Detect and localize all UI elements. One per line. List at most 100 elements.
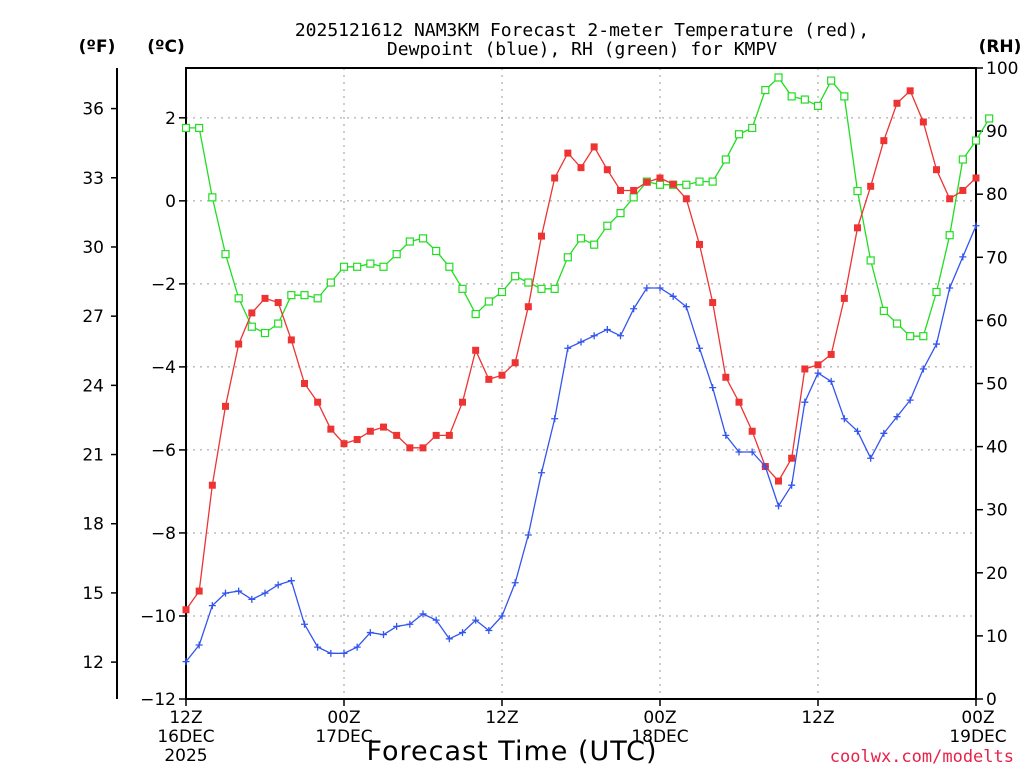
dewpoint-point: [485, 627, 493, 635]
rh-point: [892, 319, 902, 328]
rh-point: [761, 85, 770, 95]
temperature-point: [893, 99, 901, 107]
time-tick-label: 00Z: [643, 708, 676, 728]
rh-point: [708, 177, 717, 186]
dewpoint-point: [788, 481, 796, 489]
rh-point: [840, 92, 849, 101]
temperature-point: [933, 166, 940, 174]
temperature-point: [472, 346, 480, 354]
temperature-point: [301, 380, 308, 387]
dewpoint-point: [643, 284, 651, 292]
rh-point: [879, 306, 888, 316]
rh-point: [221, 250, 230, 259]
rh-tick-label: 70: [986, 248, 1008, 268]
dewpoint-point: [340, 649, 348, 657]
dewpoint-point: [748, 448, 756, 456]
temperature-point: [814, 361, 822, 369]
temperature-point: [656, 174, 664, 182]
fahrenheit-tick-label: 33: [82, 169, 104, 189]
dewpoint-point: [287, 577, 295, 585]
temperature-point: [393, 431, 401, 439]
rh-point: [576, 234, 586, 243]
rh-point: [932, 287, 941, 297]
dewpoint-point: [919, 365, 927, 373]
temperature-point: [603, 166, 611, 174]
dewpoint-point: [827, 377, 835, 385]
temperature-point: [946, 195, 954, 203]
fahrenheit-tick-label: 21: [82, 446, 104, 466]
dewpoint-point: [854, 427, 861, 435]
dewpoint-point: [630, 305, 638, 313]
rh-point: [497, 287, 507, 297]
fahrenheit-tick-label: 36: [82, 100, 104, 120]
temperature-point: [459, 398, 466, 406]
celsius-tick-label: −4: [151, 358, 176, 378]
temperature-point: [788, 454, 796, 462]
time-tick-label: 17DEC: [315, 727, 372, 747]
rh-point: [511, 272, 520, 281]
temperature-point: [274, 299, 282, 307]
dewpoint-point: [366, 629, 374, 637]
temperature-point: [195, 587, 203, 595]
temperature-point: [222, 402, 229, 410]
temperature-point: [314, 398, 322, 406]
rh-point: [181, 123, 191, 133]
dewpoint-point: [274, 581, 282, 589]
temperature-point: [748, 427, 756, 435]
rh-point: [985, 114, 994, 123]
rh-point: [326, 278, 335, 287]
temperature-point: [419, 444, 427, 452]
dewpoint-point: [735, 448, 743, 456]
rh-point: [721, 155, 730, 164]
rh-point: [287, 291, 296, 300]
rh-point: [616, 209, 625, 218]
rh-point: [958, 155, 967, 164]
dewpoint-point: [551, 415, 559, 423]
celsius-axis: 2 0 −2 −4 −6 −8 −10 −12: [140, 109, 186, 710]
rh-point: [353, 262, 362, 271]
dewpoint-point: [511, 579, 519, 587]
rh-point: [919, 332, 928, 341]
temperature-point: [669, 180, 677, 188]
dewpoint-point: [801, 398, 809, 406]
dewpoint-point: [617, 332, 624, 340]
rh-tick-label: 100: [986, 59, 1018, 79]
dewpoint-point: [524, 531, 532, 539]
temperature-point: [867, 182, 875, 190]
temperature-point: [182, 606, 190, 614]
celsius-tick-label: 2: [165, 109, 176, 129]
dewpoint-point: [195, 641, 203, 649]
temperature-point: [827, 350, 835, 358]
temperature-point: [643, 178, 651, 186]
dewpoint-point: [814, 369, 822, 377]
rh-point: [313, 294, 322, 303]
rh-tick-label: 30: [986, 501, 1008, 521]
rh-point: [734, 130, 744, 139]
dewpoint-point: [445, 635, 453, 643]
temperature-point: [432, 431, 440, 439]
temperature-point: [906, 87, 914, 95]
time-tick-label: 18DEC: [631, 727, 688, 747]
fahrenheit-unit-label: (ºF): [79, 37, 116, 57]
time-tick-label: 16DEC: [157, 727, 214, 747]
rh-point: [445, 262, 454, 271]
time-tick-label: 12Z: [485, 708, 518, 728]
rh-point: [524, 278, 533, 287]
dewpoint-point: [182, 658, 190, 666]
temperature-point: [630, 186, 638, 194]
dewpoint-point: [682, 303, 690, 311]
rh-point: [629, 193, 638, 202]
rh-tick-label: 0: [986, 690, 997, 710]
celsius-tick-label: −10: [140, 607, 176, 627]
dewpoint-point: [432, 616, 440, 624]
dewpoint-point: [709, 384, 717, 392]
dewpoint-point: [656, 284, 664, 292]
dewpoint-point: [722, 431, 730, 439]
rh-point: [827, 76, 836, 85]
rh-tick-label: 10: [986, 627, 1008, 647]
rh-point: [945, 231, 954, 240]
temperature-point: [208, 481, 216, 489]
rh-point: [866, 256, 875, 265]
